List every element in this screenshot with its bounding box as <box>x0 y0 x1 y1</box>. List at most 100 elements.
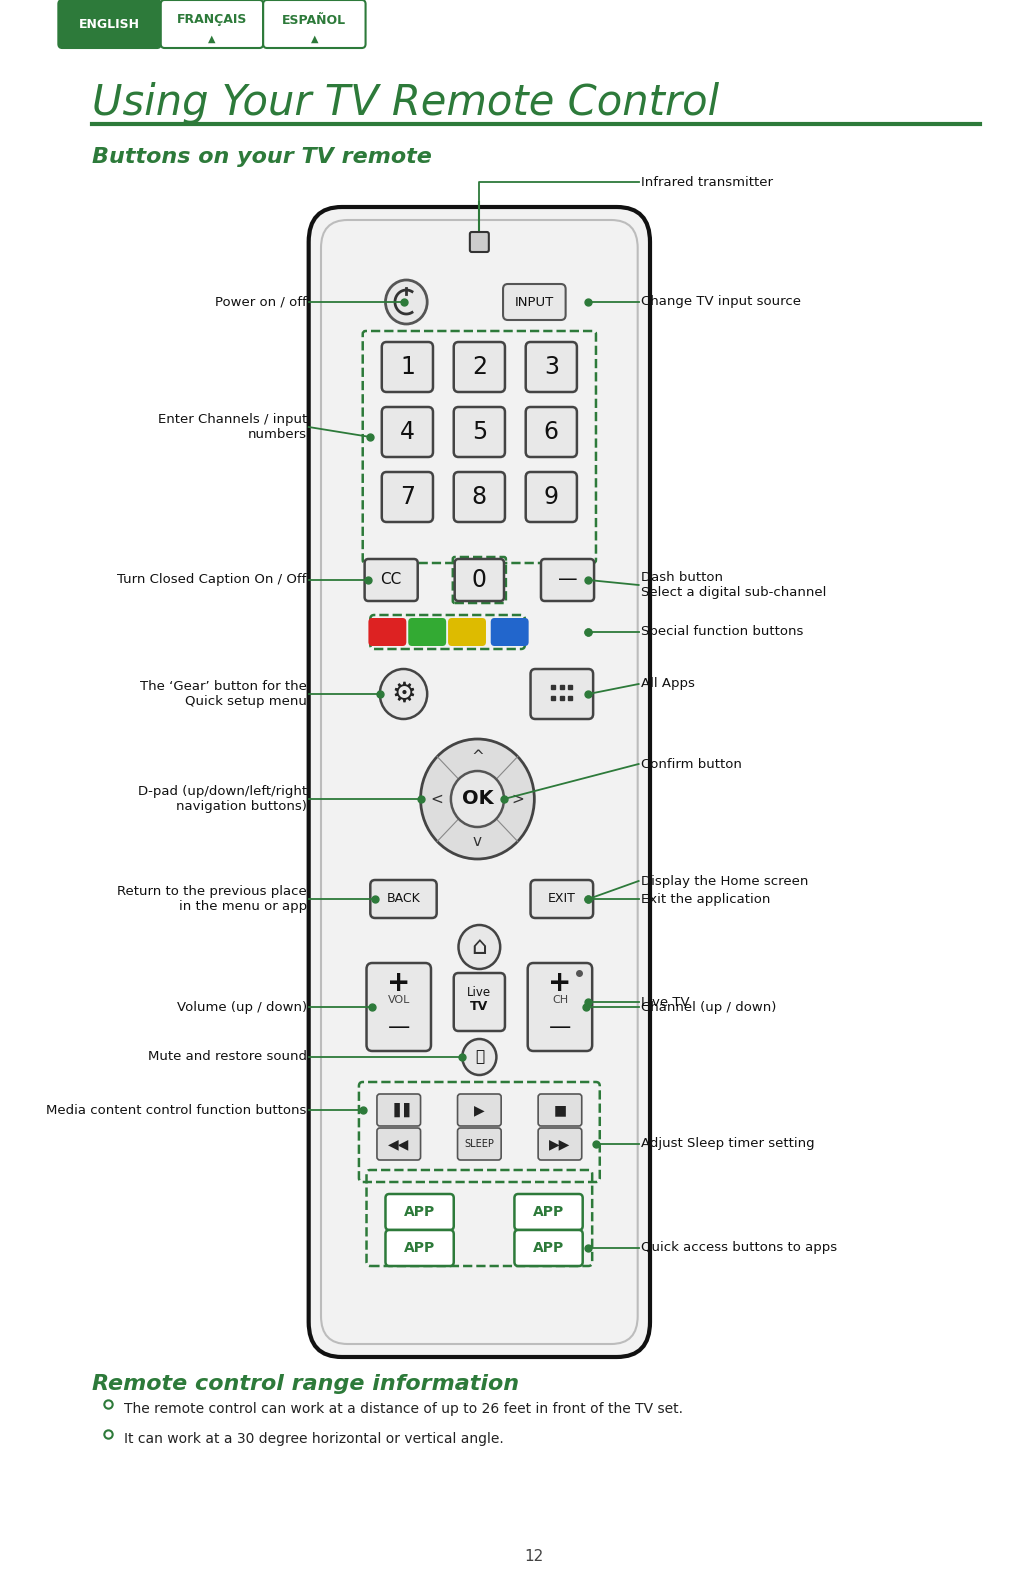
FancyBboxPatch shape <box>454 342 505 392</box>
Text: TV: TV <box>470 1000 489 1014</box>
Text: ▶: ▶ <box>474 1103 485 1118</box>
FancyBboxPatch shape <box>385 1194 454 1231</box>
Text: +: + <box>549 970 572 997</box>
Text: 3: 3 <box>544 355 559 379</box>
Circle shape <box>385 280 427 325</box>
Circle shape <box>462 1040 497 1075</box>
Text: Turn Closed Caption On / Off: Turn Closed Caption On / Off <box>118 573 307 586</box>
Text: 0: 0 <box>471 568 487 592</box>
FancyBboxPatch shape <box>525 408 577 457</box>
Text: ◀◀: ◀◀ <box>388 1137 409 1151</box>
FancyBboxPatch shape <box>382 471 433 522</box>
Text: —: — <box>387 1017 409 1036</box>
FancyBboxPatch shape <box>541 559 594 602</box>
Text: Exit the application: Exit the application <box>640 893 770 906</box>
Text: CH: CH <box>552 995 568 1005</box>
FancyBboxPatch shape <box>382 408 433 457</box>
Text: 4: 4 <box>400 420 415 444</box>
FancyBboxPatch shape <box>365 559 418 602</box>
Text: Display the Home screen: Display the Home screen <box>640 874 808 887</box>
FancyBboxPatch shape <box>457 1129 501 1161</box>
FancyBboxPatch shape <box>530 669 593 720</box>
Text: —: — <box>558 570 577 589</box>
Text: Live: Live <box>467 985 492 998</box>
Text: The remote control can work at a distance of up to 26 feet in front of the TV se: The remote control can work at a distanc… <box>124 1403 683 1415</box>
FancyBboxPatch shape <box>161 0 263 48</box>
Text: 12: 12 <box>524 1549 544 1563</box>
Text: Return to the previous place
in the menu or app: Return to the previous place in the menu… <box>117 885 307 912</box>
Text: ESPAÑOL: ESPAÑOL <box>282 13 346 27</box>
Text: ENGLISH: ENGLISH <box>79 18 140 30</box>
Text: D-pad (up/down/left/right
navigation buttons): D-pad (up/down/left/right navigation but… <box>137 785 307 814</box>
Text: Confirm button: Confirm button <box>640 758 742 771</box>
Text: Channel (up / down): Channel (up / down) <box>640 1000 776 1014</box>
Text: Remote control range information: Remote control range information <box>92 1374 519 1395</box>
Text: 7: 7 <box>400 486 415 509</box>
Text: Mute and restore sound: Mute and restore sound <box>147 1051 307 1063</box>
Circle shape <box>451 771 504 826</box>
Text: 8: 8 <box>471 486 487 509</box>
Text: All Apps: All Apps <box>640 678 694 691</box>
FancyBboxPatch shape <box>514 1194 583 1231</box>
Text: ▐▐: ▐▐ <box>388 1103 409 1118</box>
Text: BACK: BACK <box>387 893 421 906</box>
Text: EXIT: EXIT <box>548 893 576 906</box>
Text: APP: APP <box>404 1205 435 1219</box>
FancyBboxPatch shape <box>382 342 433 392</box>
Text: ▲: ▲ <box>311 33 318 45</box>
Text: OK: OK <box>461 790 493 809</box>
FancyBboxPatch shape <box>377 1094 421 1126</box>
Text: The ‘Gear’ button for the
Quick setup menu: The ‘Gear’ button for the Quick setup me… <box>140 680 307 708</box>
Text: Enter Channels / input
numbers: Enter Channels / input numbers <box>157 412 307 441</box>
FancyBboxPatch shape <box>469 232 489 252</box>
Text: Using Your TV Remote Control: Using Your TV Remote Control <box>92 83 719 124</box>
FancyBboxPatch shape <box>408 618 446 646</box>
Text: +: + <box>387 970 410 997</box>
Text: <: < <box>431 791 443 807</box>
Text: Volume (up / down): Volume (up / down) <box>177 1000 307 1014</box>
Circle shape <box>421 739 534 860</box>
Text: APP: APP <box>533 1242 564 1254</box>
Text: Buttons on your TV remote: Buttons on your TV remote <box>92 146 433 167</box>
Text: ⚙: ⚙ <box>391 680 416 708</box>
FancyBboxPatch shape <box>538 1129 582 1161</box>
Text: Power on / off: Power on / off <box>215 296 307 309</box>
FancyBboxPatch shape <box>369 618 406 646</box>
Text: Quick access buttons to apps: Quick access buttons to apps <box>640 1242 836 1254</box>
Text: Change TV input source: Change TV input source <box>640 296 801 309</box>
Text: ▲: ▲ <box>208 33 215 45</box>
FancyBboxPatch shape <box>538 1094 582 1126</box>
FancyBboxPatch shape <box>530 880 593 919</box>
Text: 9: 9 <box>544 486 559 509</box>
FancyBboxPatch shape <box>514 1231 583 1266</box>
Text: It can work at a 30 degree horizontal or vertical angle.: It can work at a 30 degree horizontal or… <box>124 1431 504 1446</box>
FancyBboxPatch shape <box>454 471 505 522</box>
Circle shape <box>458 925 500 970</box>
Text: >: > <box>512 791 524 807</box>
Text: v: v <box>473 834 482 850</box>
FancyBboxPatch shape <box>491 618 528 646</box>
Text: APP: APP <box>404 1242 435 1254</box>
FancyBboxPatch shape <box>263 0 366 48</box>
FancyBboxPatch shape <box>503 283 566 320</box>
Text: 6: 6 <box>544 420 559 444</box>
FancyBboxPatch shape <box>448 618 486 646</box>
Text: 🔇: 🔇 <box>474 1049 484 1065</box>
Text: ■: ■ <box>554 1103 567 1118</box>
Text: SLEEP: SLEEP <box>464 1138 494 1149</box>
Text: Media content control function buttons: Media content control function buttons <box>47 1103 307 1116</box>
FancyBboxPatch shape <box>367 963 431 1051</box>
FancyBboxPatch shape <box>58 0 161 48</box>
FancyBboxPatch shape <box>309 207 650 1356</box>
FancyBboxPatch shape <box>454 973 505 1032</box>
FancyBboxPatch shape <box>454 408 505 457</box>
Text: ▶▶: ▶▶ <box>550 1137 571 1151</box>
Text: 5: 5 <box>471 420 487 444</box>
Text: Live TV: Live TV <box>640 995 689 1008</box>
Circle shape <box>380 669 427 720</box>
Text: 1: 1 <box>400 355 415 379</box>
FancyBboxPatch shape <box>385 1231 454 1266</box>
FancyBboxPatch shape <box>377 1129 421 1161</box>
Text: 2: 2 <box>471 355 487 379</box>
FancyBboxPatch shape <box>370 880 437 919</box>
